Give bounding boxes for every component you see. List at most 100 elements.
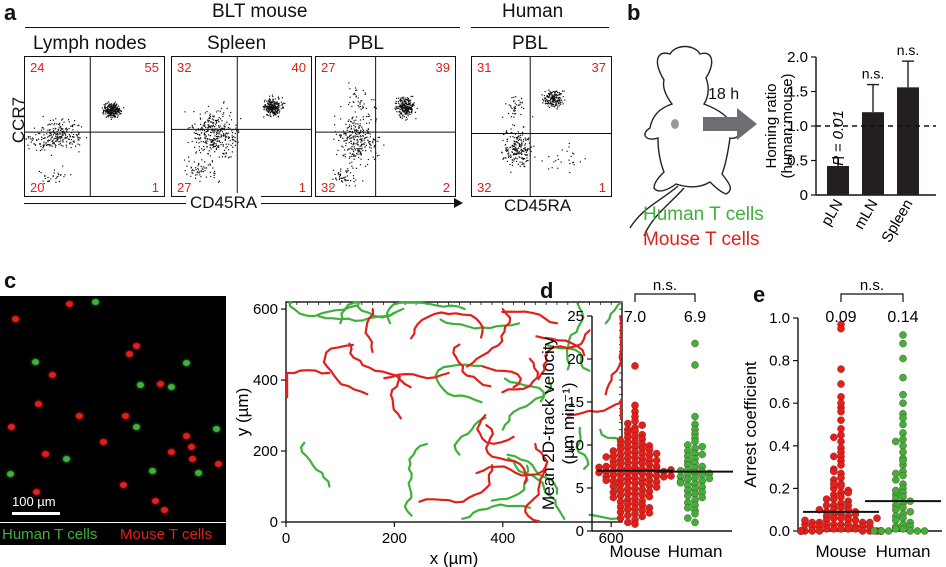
y-tick-label: 0.0 bbox=[769, 523, 790, 540]
legend-mouse-b: Mouse T cells bbox=[643, 229, 760, 250]
human-track bbox=[403, 442, 428, 517]
human-track bbox=[461, 503, 531, 520]
data-point bbox=[865, 518, 874, 527]
mouse-cell bbox=[168, 449, 175, 455]
quadrant-value: 2 bbox=[443, 180, 450, 195]
data-point bbox=[844, 525, 853, 533]
mouse-track bbox=[481, 365, 522, 389]
human-track bbox=[506, 453, 559, 495]
group-line-mouse bbox=[25, 27, 460, 28]
y-tick-label: 25 bbox=[567, 308, 584, 325]
significance-bracket bbox=[840, 293, 904, 302]
facs-plots: 24 55 20 1 32 40 27 1 27 39 32 2 31 37 32 1 bbox=[24, 56, 614, 197]
quadrant-value: 32 bbox=[477, 180, 491, 195]
data-point bbox=[837, 514, 845, 523]
data-point bbox=[837, 416, 845, 425]
x-tick-label: Human bbox=[668, 542, 723, 561]
scale-bar-label: 100 µm bbox=[12, 494, 56, 509]
plot-title-pbl-human: PBL bbox=[512, 33, 548, 54]
bar-spleen bbox=[897, 87, 919, 195]
data-point bbox=[822, 525, 831, 533]
data-point bbox=[837, 392, 845, 401]
mouse-track bbox=[524, 464, 548, 523]
data-point bbox=[698, 442, 707, 451]
y-tick-label: 1.5 bbox=[787, 84, 808, 101]
y-axis-label: Homing ratio(human:mouse) bbox=[763, 73, 796, 178]
data-point bbox=[858, 527, 867, 535]
mouse-cell bbox=[120, 482, 127, 488]
x-tick-label: Mouse bbox=[815, 542, 866, 561]
mouse-cell bbox=[122, 413, 129, 419]
arrest-scatter: 0.0 0.2 0.4 0.6 0.8 1.0 Arrest coefficient 0.09… bbox=[741, 280, 942, 561]
quadrant-value: 1 bbox=[299, 180, 306, 195]
data-point bbox=[623, 511, 632, 520]
y-axis-label: Arrest coefficient bbox=[741, 361, 760, 488]
data-point bbox=[645, 492, 654, 501]
arrow-icon bbox=[703, 108, 757, 140]
data-point bbox=[705, 474, 714, 483]
data-point bbox=[645, 509, 654, 517]
panel-letter-a: a bbox=[4, 0, 17, 25]
quadrant-value: 55 bbox=[145, 60, 159, 75]
data-point bbox=[899, 390, 907, 399]
mean-label: 0.09 bbox=[825, 309, 856, 326]
human-track bbox=[501, 382, 553, 431]
data-point bbox=[873, 514, 881, 523]
plot-title-pbl-mouse: PBL bbox=[348, 33, 384, 54]
human-cell bbox=[133, 424, 140, 430]
y-tick-label: 1.0 bbox=[787, 118, 808, 135]
data-point bbox=[691, 509, 699, 518]
mouse-cell bbox=[161, 507, 168, 513]
legend-human-b: Human T cells bbox=[643, 204, 764, 225]
data-point bbox=[837, 461, 845, 469]
data-point bbox=[899, 373, 907, 382]
data-point bbox=[602, 453, 611, 461]
human-track bbox=[339, 301, 358, 325]
data-point bbox=[837, 437, 845, 446]
data-point bbox=[837, 324, 845, 333]
human-track bbox=[490, 464, 530, 502]
data-point bbox=[899, 435, 907, 444]
x-tick-label: mLN bbox=[851, 197, 882, 233]
data-point bbox=[691, 361, 699, 369]
mouse-track bbox=[410, 311, 484, 340]
mouse-cell bbox=[157, 381, 164, 387]
mouse-cell bbox=[183, 433, 190, 439]
mouse-cell bbox=[133, 343, 140, 349]
y-tick-label: 2.0 bbox=[787, 49, 808, 66]
data-point bbox=[829, 452, 838, 461]
mouse-track bbox=[383, 371, 450, 380]
data-point bbox=[837, 407, 845, 416]
x-tick-label: Human bbox=[876, 542, 931, 561]
mouse-track bbox=[364, 308, 375, 353]
human-cell bbox=[7, 471, 14, 477]
mouse-track bbox=[286, 369, 331, 399]
y-tick-label: 0.8 bbox=[769, 353, 790, 370]
human-cell bbox=[183, 360, 190, 366]
mouse-track bbox=[566, 399, 622, 421]
data-point bbox=[683, 514, 692, 522]
data-point bbox=[829, 467, 838, 476]
data-point bbox=[899, 414, 907, 422]
mouse-track bbox=[604, 315, 622, 396]
mouse-cell bbox=[215, 461, 222, 467]
y-axis-label: Mean 2D-track velocity(µm min⁻¹) bbox=[540, 337, 578, 510]
human-track bbox=[566, 302, 585, 371]
mouse-cell bbox=[126, 351, 133, 357]
significance-label: n.s. bbox=[897, 42, 920, 58]
data-point bbox=[609, 493, 618, 502]
data-point bbox=[829, 433, 838, 442]
data-point bbox=[676, 478, 685, 487]
data-point bbox=[691, 437, 699, 446]
mean-label: 6.9 bbox=[684, 309, 706, 326]
data-point bbox=[870, 527, 879, 535]
quadrant-value: 24 bbox=[30, 60, 44, 75]
human-cell bbox=[149, 468, 156, 474]
data-point bbox=[829, 514, 838, 523]
human-track bbox=[503, 377, 545, 403]
quadrant-value: 27 bbox=[321, 60, 335, 75]
data-point bbox=[899, 354, 907, 363]
quadrant-value: 20 bbox=[30, 180, 44, 195]
x-tick-label: Mouse bbox=[609, 542, 660, 561]
mouse-cell bbox=[188, 444, 195, 450]
